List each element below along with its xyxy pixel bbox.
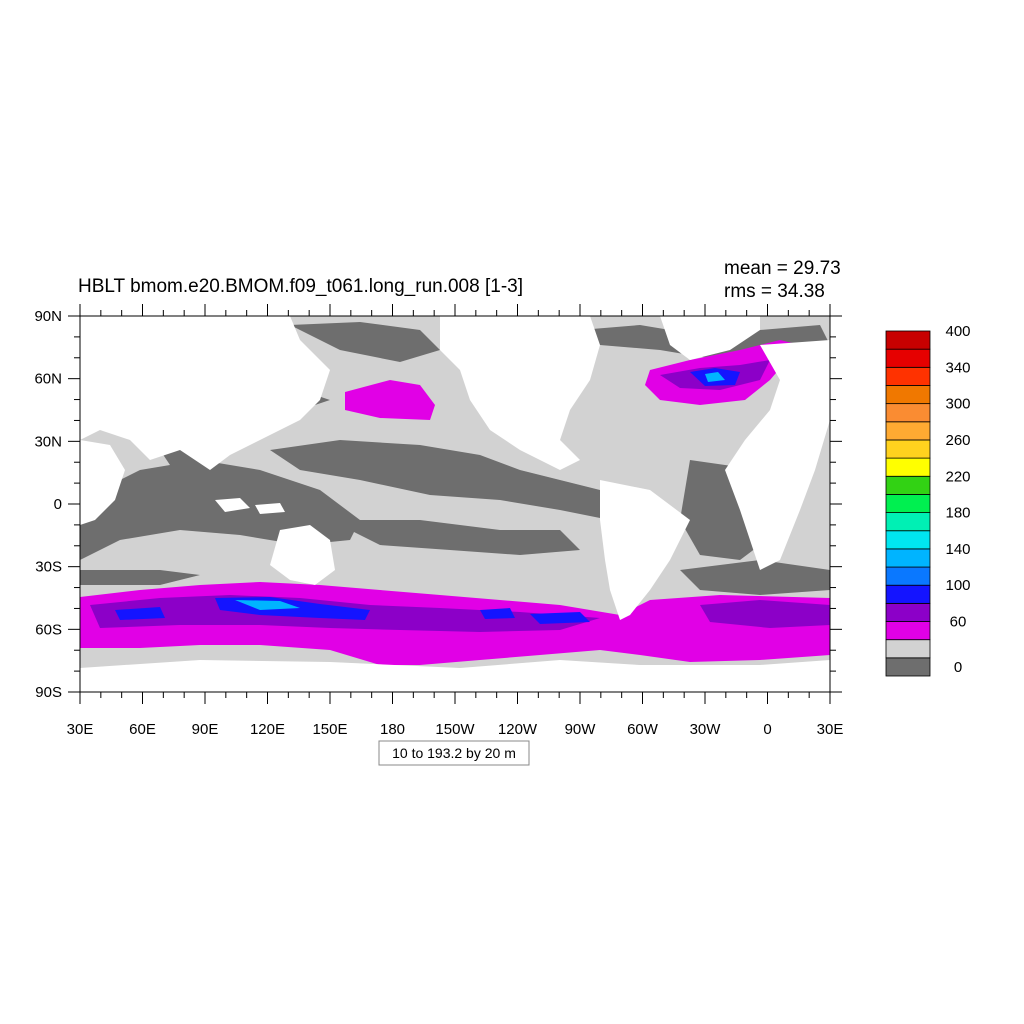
colorbar-swatch bbox=[885, 348, 931, 368]
colorbar-swatch bbox=[885, 657, 931, 677]
colorbar bbox=[885, 330, 931, 677]
southern-ocean-blue-1 bbox=[115, 607, 165, 620]
colorbar-label: 300 bbox=[945, 396, 970, 413]
lon-tick-label: 30E bbox=[817, 721, 844, 738]
colorbar-label: 260 bbox=[945, 432, 970, 449]
lat-tick-label: 60N bbox=[34, 371, 62, 388]
colorbar-label: 220 bbox=[945, 468, 970, 485]
colorbar-swatch bbox=[885, 584, 931, 604]
north-pacific-high bbox=[345, 380, 435, 420]
lon-tick-label: 60W bbox=[627, 721, 659, 738]
southern-ocean-blue-4 bbox=[530, 612, 590, 624]
land-masses bbox=[80, 316, 830, 692]
lon-tick-label: 60E bbox=[129, 721, 156, 738]
contour-interval-label: 10 to 193.2 by 20 m bbox=[392, 745, 516, 761]
colorbar-labels: 0 60 100 140 180 220 260 300 340 400 bbox=[945, 323, 970, 676]
colorbar-label: 340 bbox=[945, 359, 970, 376]
lat-tick-label: 90S bbox=[35, 684, 62, 701]
map-panel bbox=[79, 315, 831, 693]
mean-stat: mean = 29.73 bbox=[724, 258, 841, 279]
colorbar-swatch bbox=[885, 475, 931, 495]
rms-stat: rms = 34.38 bbox=[724, 281, 825, 302]
colorbar-swatch bbox=[885, 421, 931, 441]
colorbar-swatch bbox=[885, 439, 931, 459]
southern-ocean-blue-3 bbox=[480, 608, 515, 619]
lat-tick-label: 30N bbox=[34, 433, 62, 450]
colorbar-swatch bbox=[885, 494, 931, 513]
colorbar-swatch bbox=[885, 366, 931, 386]
colorbar-label: 180 bbox=[945, 505, 970, 522]
southern-ocean-lightblue bbox=[235, 600, 300, 610]
lon-tick-label: 180 bbox=[380, 721, 405, 738]
lon-tick-label: 30W bbox=[690, 721, 722, 738]
lat-tick-label: 0 bbox=[54, 496, 62, 513]
lon-tick-label: 150W bbox=[435, 721, 475, 738]
lon-tick-label: 90W bbox=[565, 721, 597, 738]
colorbar-swatch bbox=[885, 530, 931, 550]
colorbar-swatch bbox=[885, 330, 931, 350]
lon-tick-label: 120E bbox=[250, 721, 285, 738]
colorbar-swatch bbox=[885, 621, 931, 641]
lat-tick-label: 90N bbox=[34, 308, 62, 325]
colorbar-swatch bbox=[885, 385, 931, 405]
latitude-axis: 90N 60N 30N 0 30S 60S 90S bbox=[34, 308, 842, 701]
colorbar-label: 140 bbox=[945, 541, 970, 558]
lon-tick-label: 120W bbox=[498, 721, 538, 738]
colorbar-swatch bbox=[885, 566, 931, 586]
footer-box bbox=[378, 740, 530, 766]
colorbar-label: 400 bbox=[945, 323, 970, 340]
lon-tick-label: 30E bbox=[67, 721, 94, 738]
colorbar-swatch bbox=[885, 548, 931, 568]
north-atlantic-cyan bbox=[705, 372, 725, 382]
lon-tick-label: 90E bbox=[192, 721, 219, 738]
colorbar-label: 0 bbox=[954, 659, 962, 676]
colorbar-swatch bbox=[885, 403, 931, 423]
colorbar-swatch bbox=[885, 512, 931, 532]
lon-tick-label: 0 bbox=[763, 721, 771, 738]
lat-tick-label: 60S bbox=[35, 621, 62, 638]
south-atlantic-purple bbox=[700, 600, 830, 628]
longitude-axis: 30E 60E 90E 120E 150E 180 150W 120W 90W 60W 30W 0 30… bbox=[67, 304, 844, 738]
colorbar-swatch bbox=[885, 639, 931, 659]
colorbar-label: 100 bbox=[945, 577, 970, 594]
colorbar-label: 60 bbox=[950, 614, 967, 631]
colorbar-swatch bbox=[885, 457, 931, 477]
colorbar-swatch bbox=[885, 602, 931, 622]
lon-tick-label: 150E bbox=[312, 721, 347, 738]
lat-tick-label: 30S bbox=[35, 559, 62, 576]
plot-title: HBLT bmom.e20.BMOM.f09_t061.long_run.008… bbox=[78, 276, 523, 297]
